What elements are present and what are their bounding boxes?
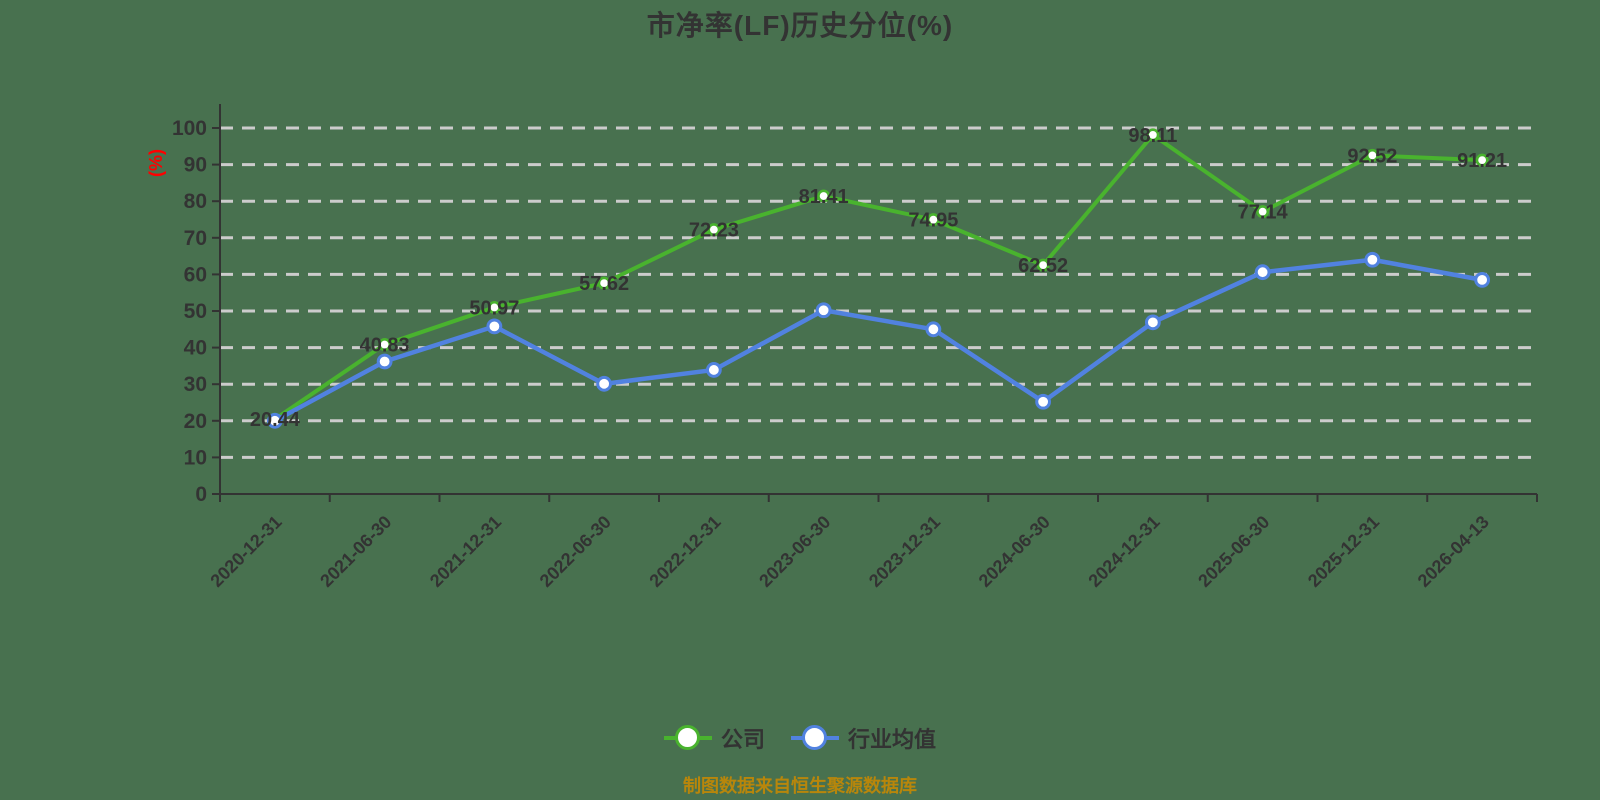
industry-point [1035,393,1052,410]
legend-circle-icon [674,725,700,750]
company-point [597,276,611,290]
company-point-label: 92.52 [1347,145,1397,167]
x-tick-label: 2025-12-31 [1304,512,1383,591]
industry-point [705,362,722,378]
y-tick-label: 70 [184,227,207,250]
company-point [1365,148,1379,162]
y-tick-label: 50 [184,300,207,323]
company-point-label: 50.97 [469,297,519,319]
company-point [817,189,831,203]
x-tick-label: 2023-06-30 [755,512,834,591]
company-point-label: 57.62 [579,273,629,295]
x-tick-label: 2023-12-31 [865,512,944,591]
y-tick-label: 30 [184,373,207,396]
company-point-label: 81.41 [799,186,849,208]
x-tick-label: 2021-12-31 [426,512,505,591]
company-point [1475,153,1489,167]
company-point [378,338,392,352]
y-tick-label: 10 [184,446,207,469]
legend-label-company: 公司 [720,727,765,752]
company-point [1146,128,1160,142]
x-tick-label: 2022-12-31 [645,512,724,591]
industry-point [266,412,283,429]
company-point [1036,258,1050,272]
line-chart: 0 10 20 30 40 50 60 70 80 90 100 2020-12-31 2021-06-… [172,104,1538,591]
x-tick-label: 2024-06-30 [975,512,1054,591]
legend-circle-icon [802,725,827,750]
industry-point [1474,271,1491,288]
plot-area: 0 10 20 30 40 50 60 70 80 90 100 2020-12-31 2021-06-… [172,104,1538,591]
company-point [926,213,940,227]
company-line [272,132,1485,422]
industry-point [596,375,613,392]
company-legend-marker-icon [663,725,712,751]
x-tick-label: 2024-12-31 [1084,512,1163,591]
company-point-label: 40.83 [360,335,410,357]
legend-label-industry: 行业均值 [848,727,937,752]
x-tick-label: 2025-06-30 [1194,512,1273,591]
x-tick-label: 2021-06-30 [316,512,395,591]
x-tick-label: 2026-04-13 [1414,512,1493,591]
y-axis-unit-label: (%) [146,149,166,177]
company-point-label: 77.14 [1238,202,1289,224]
industry-legend-marker-icon [791,725,839,751]
y-tick-label: 0 [195,483,207,506]
y-tick-label: 40 [184,337,207,360]
legend-item-company[interactable]: 公司 [663,722,765,754]
y-tick-label: 100 [172,117,207,140]
company-point [1256,205,1270,219]
company-point [707,223,721,237]
company-point-label: 72.23 [689,220,739,242]
x-tick-label: 2020-12-31 [206,512,285,591]
company-point-label: 20.44 [250,409,301,431]
industry-point [815,302,832,319]
y-tick-label: 20 [184,410,207,433]
data-source-note: 制图数据来自恒生聚源数据库 [683,776,917,796]
company-point-label: 62.52 [1018,255,1068,277]
y-tick-label: 90 [184,154,207,177]
industry-point [486,318,503,335]
industry-line [272,257,1485,424]
industry-point [376,353,393,370]
legend: 公司 行业均值 [0,722,1600,754]
company-point-label: 74.95 [908,210,958,232]
company-point [487,300,501,314]
y-tick-label: 80 [184,190,207,213]
x-tick-label: 2022-06-30 [536,512,615,591]
industry-point [1254,264,1271,281]
industry-point [925,321,942,338]
y-tick-label: 60 [184,263,207,286]
company-point-label: 91.21 [1457,150,1507,172]
industry-point [1144,314,1161,331]
industry-point [1364,251,1381,268]
company-point-label: 98.11 [1128,125,1177,147]
legend-item-industry[interactable]: 行业均值 [791,722,936,754]
chart-title: 市净率(LF)历史分位(%) [646,10,954,41]
